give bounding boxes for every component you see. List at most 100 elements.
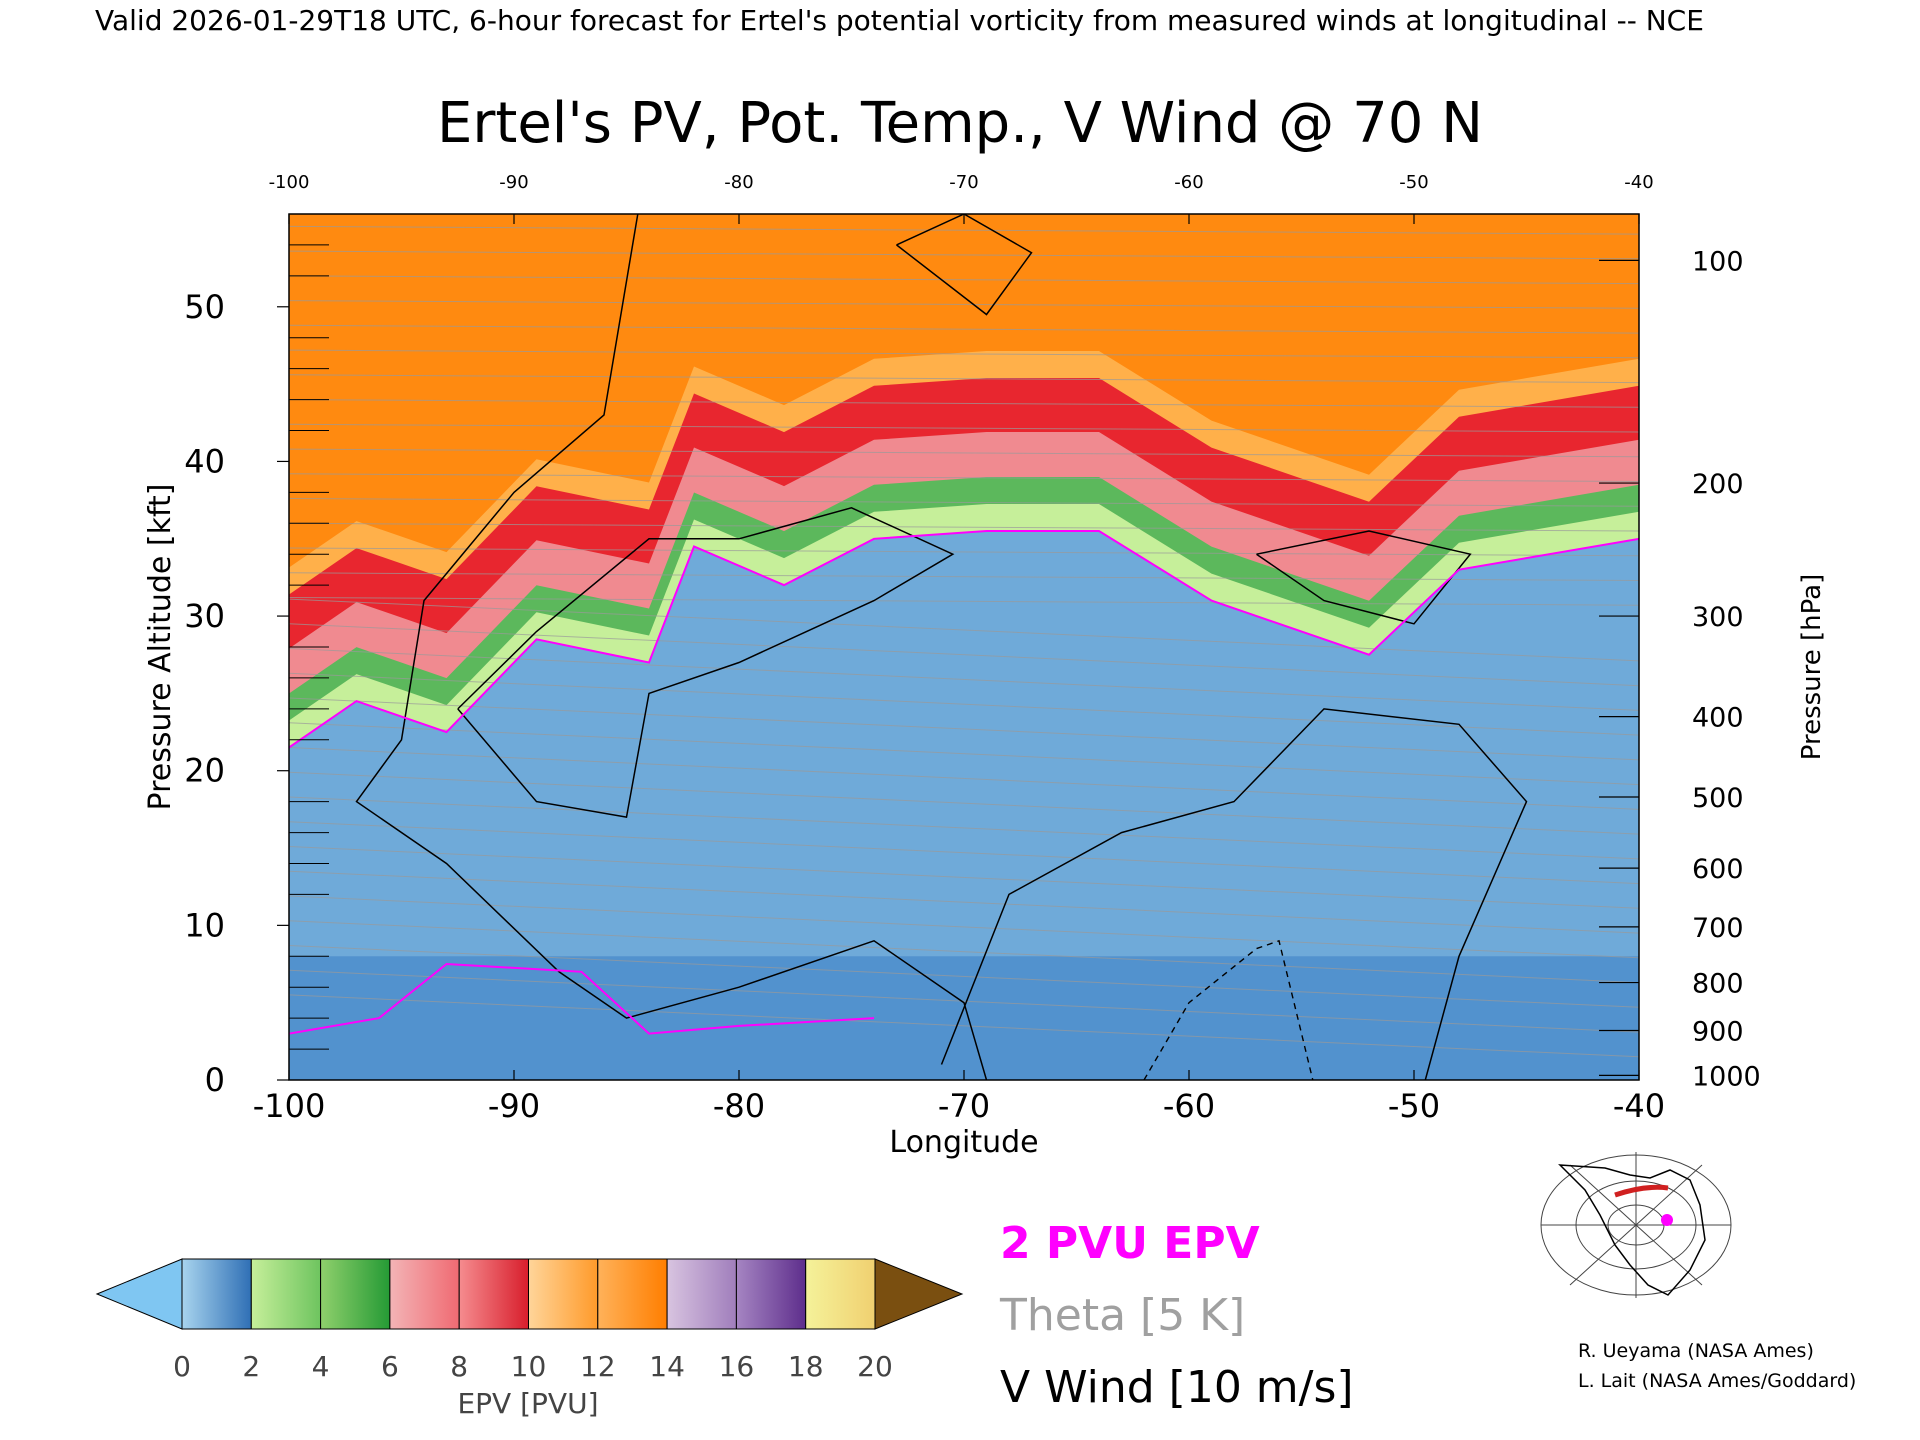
credit-line-1: R. Ueyama (NASA Ames) — [1578, 1340, 1814, 1362]
theta-isoline — [289, 522, 1639, 532]
v-wind-negative-isoline — [1143, 939, 1314, 1080]
x-axis-label: Longitude — [889, 1125, 1038, 1160]
colorbar-tick-label: 14 — [649, 1350, 685, 1383]
theta-isoline — [289, 870, 1639, 934]
colorbar-ticks: 0 2 4 6 8 10 12 14 16 18 20 — [173, 1350, 893, 1383]
pressure-tick-label: 700 — [1692, 913, 1744, 944]
inset-coastline — [1558, 1164, 1706, 1296]
inset-location-map — [1540, 1152, 1732, 1298]
colorbar-label: EPV [PVU] — [457, 1387, 598, 1420]
y-tick-label: 40 — [184, 442, 225, 480]
colorbar-segment — [805, 1258, 876, 1330]
x-tick-label: -40 — [1613, 1087, 1665, 1125]
y-axis-label: Pressure Altitude [kft] — [143, 484, 178, 811]
theta-isoline — [289, 547, 1639, 557]
theta-isoline — [289, 623, 1639, 687]
top-tick-label: -70 — [949, 172, 978, 193]
lower-troposphere-band — [289, 956, 1639, 1080]
pressure-tick-label: 1000 — [1692, 1061, 1761, 1092]
theta-isoline — [289, 572, 1639, 581]
colorbar-tick-label: 18 — [788, 1350, 824, 1383]
theta-isoline — [289, 349, 1639, 359]
legend-theta: Theta [5 K] — [999, 1290, 1245, 1341]
theta-isoline — [289, 994, 1639, 1058]
pressure-tick-label: 600 — [1692, 854, 1744, 885]
colorbar-over-arrow — [874, 1258, 964, 1330]
pressure-tick-label: 400 — [1692, 703, 1744, 734]
pvu2-contour — [289, 530, 1639, 1035]
contour-legend: 2 PVU EPV Theta [5 K] V Wind [10 m/s] — [999, 1218, 1354, 1413]
inset-marker — [1661, 1214, 1673, 1226]
colorbar-tick-label: 10 — [511, 1350, 547, 1383]
legend-2pvu: 2 PVU EPV — [1000, 1218, 1260, 1269]
pressure-tick-label: 200 — [1692, 469, 1744, 500]
epv-colorbar: 0 2 4 6 8 10 12 14 16 18 20 EPV [PVU] — [95, 1258, 964, 1420]
colorbar-segment — [597, 1258, 668, 1330]
top-tick-label: -80 — [724, 172, 753, 193]
theta-isoline — [289, 225, 1639, 235]
theta-isoline — [289, 275, 1639, 285]
theta-isoline — [289, 423, 1639, 433]
colorbar-tick-label: 16 — [719, 1350, 755, 1383]
theta-isoline — [289, 697, 1639, 761]
colorbar-segment — [250, 1258, 322, 1330]
y-tick-label: 30 — [184, 597, 225, 635]
colorbar-segment — [181, 1258, 252, 1330]
colorbar-segment — [735, 1258, 807, 1330]
theta-isoline — [289, 598, 1639, 662]
colorbar-tick-label: 12 — [580, 1350, 616, 1383]
x-tick-label: -60 — [1163, 1087, 1215, 1125]
theta-isoline — [289, 648, 1639, 711]
v-wind-isoline — [1256, 530, 1472, 625]
theta-isoline — [289, 399, 1639, 408]
x-tick-label: -70 — [938, 1087, 990, 1125]
theta-isoline — [289, 945, 1639, 1008]
colorbar-tick-label: 2 — [242, 1350, 260, 1383]
y-tick-label: 20 — [184, 752, 225, 790]
y-tick-label: 0 — [205, 1061, 225, 1099]
v-wind-isoline — [896, 214, 1033, 316]
top-tick-label: -40 — [1624, 172, 1653, 193]
colorbar-segments — [181, 1258, 876, 1330]
epv-field — [289, 214, 1639, 1080]
colorbar-segment — [389, 1258, 460, 1330]
theta-isoline — [289, 747, 1639, 810]
inset-track — [1614, 1184, 1669, 1198]
top-tick-label: -50 — [1399, 172, 1428, 193]
theta-isoline — [289, 672, 1639, 736]
theta-isoline — [289, 300, 1639, 309]
v-wind-contours — [355, 214, 1528, 1080]
y-tick-label: 10 — [184, 906, 225, 944]
colorbar-tick-label: 0 — [173, 1350, 191, 1383]
chart-title: Ertel's PV, Pot. Temp., V Wind @ 70 N — [437, 91, 1483, 156]
colorbar-tick-label: 6 — [381, 1350, 399, 1383]
pressure-tick-label: 500 — [1692, 783, 1744, 814]
legend-v-wind: V Wind [10 m/s] — [1000, 1362, 1354, 1413]
v-wind-isoline — [457, 507, 955, 818]
theta-isoline — [289, 846, 1639, 909]
colorbar-tick-label: 4 — [312, 1350, 330, 1383]
colorbar-segment — [666, 1258, 737, 1330]
colorbar-tick-label: 20 — [857, 1350, 893, 1383]
theta-isoline — [289, 374, 1639, 384]
x-tick-label: -100 — [253, 1087, 326, 1125]
axes: -100 -100 -90 -90 -80 -80 -70 -70 -60 -60 -50 -50 -4… — [184, 172, 1760, 1125]
x-tick-label: -80 — [713, 1087, 765, 1125]
theta-isoline — [289, 821, 1639, 885]
theta-isoline — [289, 771, 1639, 835]
theta-isoline — [289, 498, 1639, 507]
plot-area — [288, 202, 1640, 1081]
theta-isoline — [289, 895, 1639, 959]
v-wind-isoline — [940, 708, 1528, 1080]
colorbar-under-arrow — [95, 1258, 183, 1330]
pressure-tick-label: 300 — [1692, 602, 1744, 633]
colorbar-segment — [528, 1258, 599, 1330]
pvu2-isoline — [289, 530, 1639, 749]
top-tick-label: -100 — [269, 172, 310, 193]
theta-isoline — [289, 969, 1639, 1033]
theta-contours — [289, 202, 1639, 1058]
credit-line-2: L. Lait (NASA Ames/Goddard) — [1578, 1370, 1856, 1392]
top-tick-label: -90 — [499, 172, 528, 193]
theta-isoline — [289, 202, 1639, 210]
